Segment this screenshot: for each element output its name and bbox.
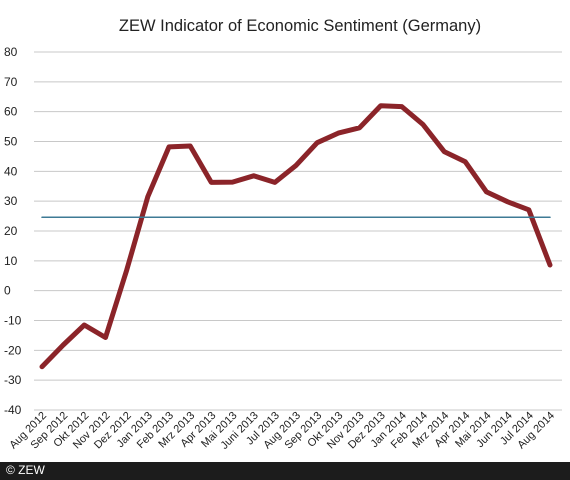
y-tick-label: -20 <box>4 343 22 357</box>
y-tick-label: -40 <box>4 403 22 417</box>
y-tick-label: 40 <box>4 164 18 178</box>
credit-bar: © ZEW <box>0 462 570 480</box>
y-tick-label: -10 <box>4 314 22 328</box>
y-tick-label: 20 <box>4 224 18 238</box>
series-line-sentiment <box>39 103 553 370</box>
y-tick-label: 10 <box>4 254 18 268</box>
chart-title: ZEW Indicator of Economic Sentiment (Ger… <box>119 17 481 35</box>
y-tick-label: 80 <box>4 45 18 59</box>
line-chart: ZEW Indicator of Economic Sentiment (Ger… <box>4 17 562 452</box>
y-tick-label: 0 <box>4 284 11 298</box>
y-tick-label: 50 <box>4 135 18 149</box>
y-tick-label: 60 <box>4 105 18 119</box>
y-tick-label: 30 <box>4 194 18 208</box>
y-tick-label: -30 <box>4 373 22 387</box>
credit-text: © ZEW <box>6 463 45 477</box>
y-tick-label: 70 <box>4 75 18 89</box>
